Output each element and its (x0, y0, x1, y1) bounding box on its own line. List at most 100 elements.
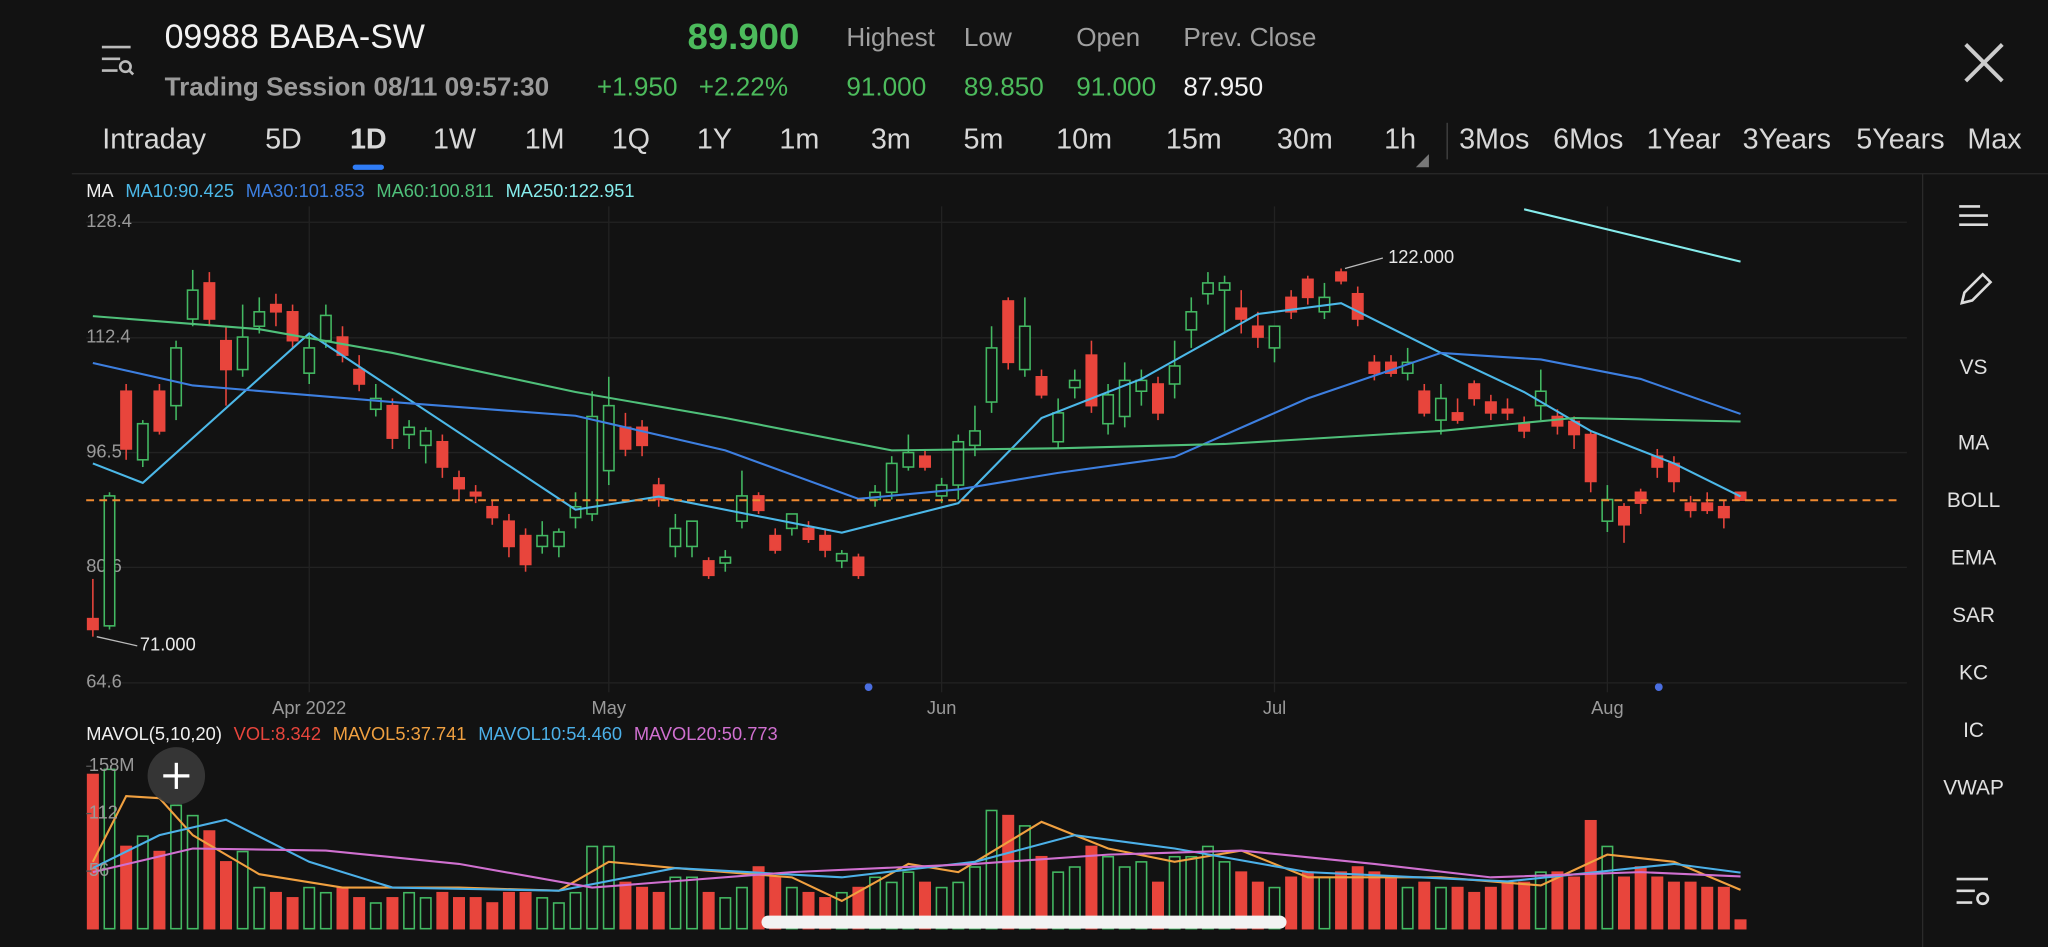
stat-value: 87.950 (1183, 72, 1263, 102)
volume-bar (1151, 881, 1165, 930)
annotation: 71.000 (140, 634, 196, 655)
volume-bar (985, 809, 998, 930)
indicator-tool[interactable]: KC (1959, 662, 1988, 685)
volume-bar (153, 850, 166, 930)
candle-body (1135, 379, 1148, 393)
indicator-tool[interactable]: BOLL (1947, 489, 2000, 512)
candle-body (685, 520, 699, 548)
candle-body (602, 404, 615, 472)
candle-body (1518, 422, 1531, 432)
tab[interactable]: 6Mos (1553, 124, 1623, 156)
tab[interactable]: Max (1967, 124, 2022, 156)
volume-bar (1368, 871, 1381, 930)
candle-body (719, 556, 732, 564)
candle-body (1218, 282, 1231, 291)
candle-body (1268, 325, 1281, 349)
event-dot[interactable] (1654, 683, 1663, 691)
volume-bar (885, 881, 898, 930)
volume-bar (952, 881, 965, 930)
indicator-line (92, 302, 1742, 534)
tab[interactable]: 5D (265, 124, 302, 156)
candle-body (1468, 383, 1481, 400)
volume-bar (1601, 845, 1614, 930)
candle-body (918, 455, 932, 468)
candle-body (269, 303, 282, 313)
close-button[interactable] (1964, 43, 2004, 83)
candle-body (1601, 498, 1614, 522)
tab[interactable]: 1W (433, 124, 477, 156)
volume-bar (1484, 886, 1497, 930)
candle-body (86, 617, 99, 631)
settings-icon[interactable] (1956, 877, 1990, 906)
tab[interactable]: 1M (525, 124, 565, 156)
indicator-tool[interactable]: IC (1963, 719, 1984, 742)
volume-bar (1468, 891, 1481, 930)
indicator-tool[interactable]: SAR (1952, 604, 1995, 627)
candle-body (1501, 408, 1514, 414)
candle-body (802, 527, 815, 541)
legend-entry: MA60:100.811 (376, 180, 493, 201)
indicator-line (92, 351, 1741, 500)
tab[interactable]: 1Y (697, 124, 732, 156)
volume-bar (1667, 881, 1680, 930)
stat-label: Prev. Close (1183, 22, 1316, 52)
volume-bar (452, 897, 466, 930)
candle-body (469, 491, 482, 497)
x-tick-label: Aug (1591, 697, 1624, 718)
volume-bar (1201, 845, 1214, 930)
volume-bar (336, 886, 349, 930)
draw-icon[interactable] (1960, 272, 1993, 305)
volume-bar (1335, 871, 1348, 930)
event-dot[interactable] (864, 683, 873, 691)
candle-body (219, 339, 233, 371)
tab[interactable]: 1Q (612, 124, 650, 156)
candle-body (1185, 311, 1198, 331)
indicator-tool[interactable]: MA (1958, 432, 1989, 455)
stat-label: Low (964, 22, 1012, 52)
candle-body (536, 534, 549, 548)
indicator-line (92, 847, 1741, 889)
volume-bar (1102, 855, 1115, 930)
tab[interactable]: Intraday (102, 124, 206, 156)
candle-body (885, 462, 898, 494)
volume-bar (1518, 881, 1531, 930)
tab[interactable]: 1m (779, 124, 819, 156)
volume-bar (403, 891, 416, 930)
tab[interactable]: 15m (1166, 124, 1222, 156)
list-icon[interactable] (1959, 205, 1988, 226)
indicator-tool[interactable]: EMA (1951, 547, 1996, 570)
candle-body (769, 534, 782, 551)
volume-bar (319, 891, 332, 930)
tab[interactable]: 30m (1277, 124, 1333, 156)
candle-body (1484, 401, 1497, 414)
tab[interactable]: 1D (350, 124, 387, 156)
add-icon[interactable] (163, 762, 190, 789)
candle-body (735, 495, 748, 522)
candle-body (652, 484, 665, 501)
candle-body (1301, 278, 1314, 299)
tab[interactable]: 3Mos (1459, 124, 1529, 156)
tab[interactable]: 5Years (1856, 124, 1944, 156)
annotation-leader (1344, 257, 1384, 270)
volume-bar (486, 902, 499, 930)
candle-body (1102, 394, 1115, 425)
tab[interactable]: 5m (964, 124, 1004, 156)
tab[interactable]: 3m (871, 124, 911, 156)
menu-icon[interactable] (101, 45, 135, 76)
tab[interactable]: 1Year (1647, 124, 1721, 156)
legend-entry: MA10:90.425 (125, 180, 234, 201)
indicator-line (92, 818, 1741, 892)
tab[interactable]: 3Years (1743, 124, 1831, 156)
candle-body (1618, 505, 1631, 526)
volume-bar (1501, 881, 1514, 930)
tab[interactable]: 10m (1056, 124, 1112, 156)
indicator-tool[interactable]: VWAP (1943, 776, 2004, 799)
candle-body (1151, 383, 1165, 414)
volume-bar (569, 891, 582, 930)
indicator-tool[interactable]: VS (1960, 356, 1988, 379)
volume-bar (636, 886, 649, 930)
tab[interactable]: 1h (1384, 124, 1416, 156)
candle-body (1584, 433, 1597, 483)
volume-bar (186, 814, 199, 930)
